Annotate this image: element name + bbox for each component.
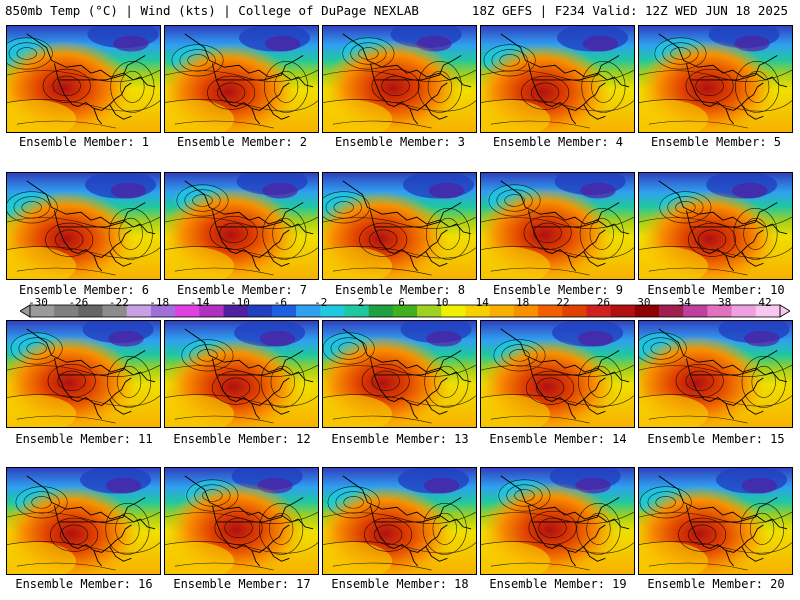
- colorbar-tick-label: -30: [28, 296, 48, 309]
- colorbar-tick-label: -2: [314, 296, 328, 309]
- ensemble-member-label: Ensemble Member: 18: [331, 577, 469, 591]
- colorbar-tick-label: -18: [149, 296, 170, 309]
- colorbar-swatch: [562, 305, 587, 317]
- ensemble-map-panel: [164, 467, 319, 575]
- colorbar-swatch: [126, 305, 152, 317]
- colorbar-swatch: [586, 305, 611, 317]
- colorbar-swatch: [659, 305, 684, 317]
- ensemble-member-label: Ensemble Member: 6: [18, 283, 150, 297]
- colorbar-swatch: [538, 305, 563, 317]
- ensemble-member-label: Ensemble Member: 4: [492, 135, 624, 149]
- colorbar-swatch: [223, 305, 249, 317]
- colorbar-swatch: [296, 305, 321, 317]
- ensemble-map-panel: [638, 172, 793, 280]
- colorbar-swatch: [392, 305, 418, 317]
- colorbar-tick-label: -10: [230, 296, 250, 309]
- colorbar-swatch: [634, 305, 660, 317]
- ensemble-member-label: Ensemble Member: 17: [173, 577, 311, 591]
- colorbar-tick-label: 34: [677, 296, 691, 309]
- colorbar-swatch: [30, 305, 55, 317]
- ensemble-map-panel: [6, 320, 161, 428]
- ensemble-member-label: Ensemble Member: 2: [176, 135, 308, 149]
- ensemble-member-label: Ensemble Member: 1: [18, 135, 150, 149]
- ensemble-map-panel: [322, 320, 477, 428]
- temperature-colorbar: [20, 304, 790, 318]
- ensemble-map-panel: [638, 25, 793, 133]
- ensemble-map-panel: [164, 25, 319, 133]
- colorbar-swatch: [102, 305, 128, 317]
- colorbar-swatch: [513, 305, 539, 317]
- colorbar-swatch: [707, 305, 732, 317]
- colorbar-tick-label: 10: [435, 296, 449, 309]
- ensemble-member-label: Ensemble Member: 19: [489, 577, 627, 591]
- colorbar-tick-label: 14: [475, 296, 489, 309]
- colorbar-swatch: [465, 305, 490, 317]
- colorbar-tick-label: -14: [189, 296, 210, 309]
- colorbar-tick-label: 22: [556, 296, 570, 309]
- ensemble-member-label: Ensemble Member: 14: [489, 432, 627, 446]
- colorbar-swatch: [417, 305, 442, 317]
- ensemble-map-panel: [480, 320, 635, 428]
- ensemble-map-panel: [480, 172, 635, 280]
- colorbar-arrow-right: [779, 304, 790, 318]
- colorbar-tick-label: -26: [68, 296, 89, 309]
- colorbar-swatch: [199, 305, 224, 317]
- header-left: 850mb Temp (°C) | Wind (kts) | College o…: [5, 3, 419, 18]
- colorbar-swatch: [54, 305, 79, 317]
- colorbar-swatch: [368, 305, 394, 317]
- ensemble-map-panel: [6, 467, 161, 575]
- colorbar-swatch: [683, 305, 708, 317]
- ensemble-map-panel: [164, 172, 319, 280]
- ensemble-map-panel: [480, 25, 635, 133]
- ensemble-member-label: Ensemble Member: 7: [176, 283, 308, 297]
- ensemble-map-panel: [322, 25, 477, 133]
- ensemble-member-label: Ensemble Member: 20: [647, 577, 785, 591]
- colorbar-swatch: [489, 305, 515, 317]
- colorbar-swatch: [755, 305, 781, 317]
- colorbar-swatch: [320, 305, 345, 317]
- colorbar-swatch: [150, 305, 176, 317]
- ensemble-map-panel: [638, 467, 793, 575]
- colorbar-swatch: [247, 305, 273, 317]
- header-right: 18Z GEFS | F234 Valid: 12Z WED JUN 18 20…: [471, 3, 788, 18]
- colorbar-swatch: [731, 305, 757, 317]
- colorbar-swatch: [610, 305, 636, 317]
- colorbar-swatch: [271, 305, 297, 317]
- ensemble-member-label: Ensemble Member: 12: [173, 432, 311, 446]
- colorbar-tick-label: -22: [108, 296, 129, 309]
- colorbar-tick-label: 30: [637, 296, 651, 309]
- colorbar-tick-label: 18: [516, 296, 530, 309]
- ensemble-member-label: Ensemble Member: 9: [492, 283, 624, 297]
- ensemble-member-label: Ensemble Member: 16: [15, 577, 153, 591]
- colorbar-tick-label: -6: [273, 296, 287, 309]
- ensemble-map-panel: [322, 467, 477, 575]
- ensemble-member-label: Ensemble Member: 11: [15, 432, 153, 446]
- ensemble-map-panel: [6, 25, 161, 133]
- ensemble-member-label: Ensemble Member: 13: [331, 432, 469, 446]
- ensemble-member-label: Ensemble Member: 8: [334, 283, 466, 297]
- colorbar-tick-label: 42: [758, 296, 772, 309]
- colorbar-tick-label: 2: [357, 296, 365, 309]
- ensemble-member-label: Ensemble Member: 15: [647, 432, 785, 446]
- colorbar-tick-label: 26: [596, 296, 611, 309]
- ensemble-member-label: Ensemble Member: 5: [650, 135, 782, 149]
- colorbar-swatch: [175, 305, 200, 317]
- ensemble-map-panel: [322, 172, 477, 280]
- colorbar-swatch: [78, 305, 103, 317]
- ensemble-map-panel: [6, 172, 161, 280]
- ensemble-member-label: Ensemble Member: 10: [647, 283, 785, 297]
- colorbar-swatch: [344, 305, 370, 317]
- ensemble-map-panel: [480, 467, 635, 575]
- ensemble-map-panel: [638, 320, 793, 428]
- ensemble-map-panel: [164, 320, 319, 428]
- ensemble-member-label: Ensemble Member: 3: [334, 135, 466, 149]
- colorbar-tick-label: 38: [717, 296, 732, 309]
- colorbar-swatch: [441, 305, 466, 317]
- colorbar-tick-label: 6: [398, 296, 405, 309]
